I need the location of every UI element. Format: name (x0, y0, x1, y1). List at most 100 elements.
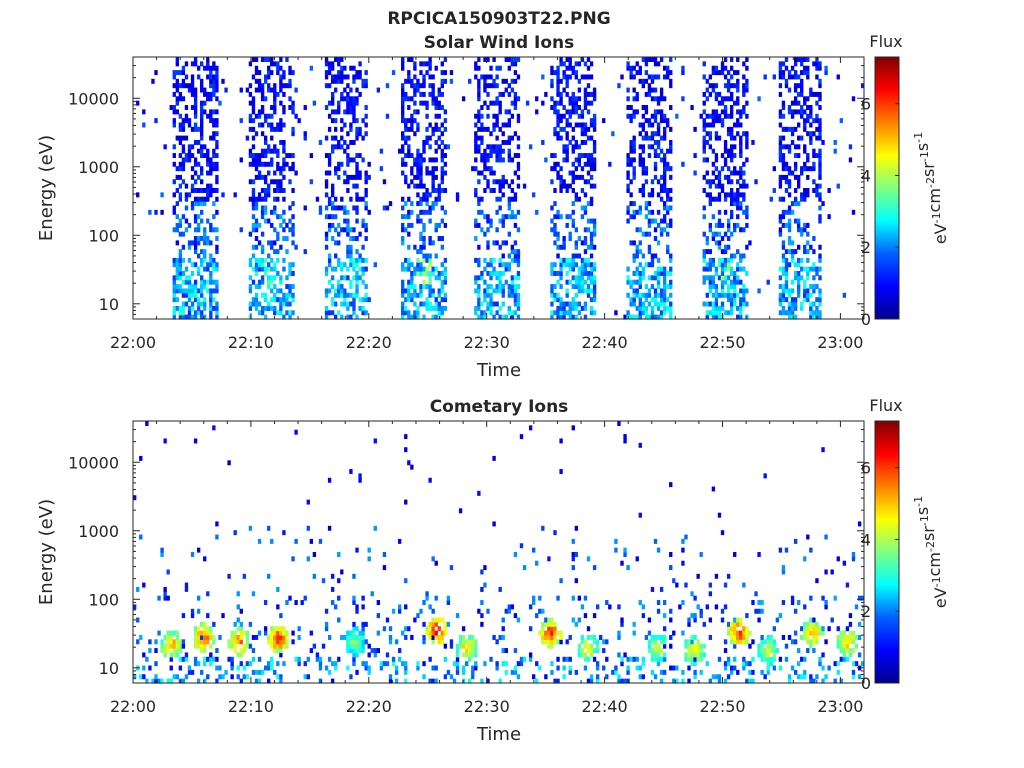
heatmap-cell (553, 634, 557, 640)
heatmap-cell (641, 126, 645, 132)
heatmap-cell (793, 87, 798, 93)
heatmap-cell (440, 310, 444, 316)
heatmap-cell (248, 288, 253, 294)
heatmap-cell (190, 78, 195, 84)
heatmap-cell (273, 626, 277, 632)
heatmap-cell (327, 157, 332, 163)
heatmap-cell (565, 74, 569, 80)
heatmap-cell (571, 65, 575, 71)
heatmap-cell (254, 196, 259, 202)
heatmap-cell (592, 231, 597, 237)
heatmap-cell (504, 122, 508, 128)
heatmap-cell (404, 305, 408, 311)
heatmap-cell (635, 227, 639, 233)
heatmap-cell (565, 214, 569, 220)
heatmap-cell (291, 556, 295, 562)
heatmap-cell (632, 74, 636, 80)
heatmap-cell (848, 613, 853, 619)
heatmap-cell (218, 665, 222, 671)
heatmap-cell (806, 630, 810, 636)
heatmap-cell (474, 131, 478, 137)
heatmap-cell (172, 74, 176, 80)
heatmap-cell (812, 301, 816, 307)
heatmap-cell (327, 634, 332, 640)
heatmap-cell (644, 109, 649, 115)
heatmap-cell (757, 600, 761, 605)
heatmap-cell (809, 630, 813, 636)
heatmap-cell (528, 626, 533, 632)
heatmap-cell (495, 118, 499, 124)
heatmap-cell (425, 626, 429, 632)
heatmap-cell (196, 270, 201, 276)
heatmap-cell (818, 135, 822, 141)
heatmap-cell (580, 270, 585, 276)
heatmap-cell (248, 179, 253, 185)
heatmap-cell (136, 100, 140, 106)
heatmap-cell (193, 61, 198, 67)
heatmap-cell (580, 288, 585, 294)
heatmap-cell (486, 288, 490, 294)
heatmap-cell (562, 144, 566, 150)
heatmap-cell (273, 105, 277, 110)
heatmap-cell (559, 275, 563, 281)
heatmap-cell (260, 279, 265, 285)
heatmap-cell (355, 652, 359, 658)
heatmap-cell (267, 573, 271, 579)
heatmap-cell (800, 113, 804, 119)
heatmap-cell (666, 118, 670, 124)
heatmap-cell (139, 634, 143, 640)
heatmap-cell (632, 297, 636, 303)
heatmap-cell (175, 297, 179, 303)
heatmap-cell (787, 288, 792, 294)
heatmap-cell (656, 656, 661, 662)
heatmap-cell (330, 65, 335, 71)
heatmap-cell (784, 126, 789, 132)
heatmap-cell (714, 222, 719, 228)
heatmap-cell (437, 188, 441, 193)
heatmap-cell (352, 113, 356, 119)
heatmap-cell (842, 648, 847, 654)
heatmap-cell (203, 231, 207, 237)
heatmap-cell (711, 275, 716, 281)
heatmap-cell (468, 634, 472, 640)
heatmap-cell (809, 292, 813, 298)
heatmap-cell (632, 656, 636, 662)
heatmap-cell (416, 257, 420, 263)
heatmap-cell (355, 608, 359, 614)
heatmap-cell (647, 122, 652, 128)
heatmap-cell (742, 87, 746, 93)
heatmap-cell (291, 292, 295, 298)
heatmap-cell (291, 126, 295, 132)
heatmap-cell (309, 179, 314, 185)
heatmap-cell (602, 648, 606, 654)
heatmap-cell (489, 222, 493, 228)
heatmap-cell (413, 266, 417, 272)
heatmap-cell (254, 70, 259, 76)
heatmap-cell (431, 678, 435, 684)
heatmap-cell (242, 674, 246, 680)
heatmap-cell (172, 297, 176, 303)
heatmap-cell (401, 135, 405, 141)
heatmap-cell (212, 153, 216, 159)
heatmap-cell (711, 262, 716, 268)
heatmap-cell (358, 275, 362, 281)
heatmap-cell (815, 192, 819, 198)
heatmap-cell (257, 83, 262, 89)
heatmap-cell (209, 314, 213, 320)
heatmap-cell (717, 222, 722, 228)
heatmap-cell (276, 214, 280, 220)
heatmap-cell (532, 674, 536, 680)
heatmap-cell (556, 174, 560, 180)
heatmap-cell (324, 292, 329, 298)
heatmap-cell (729, 74, 734, 80)
heatmap-cell (736, 314, 740, 320)
heatmap-cell (638, 275, 642, 281)
heatmap-cell (833, 678, 837, 684)
heatmap-cell (638, 301, 642, 307)
heatmap-cell (397, 656, 402, 662)
heatmap-cell (422, 83, 426, 89)
heatmap-cell (437, 275, 441, 281)
heatmap-cell (760, 608, 764, 614)
heatmap-cell (729, 109, 734, 115)
heatmap-cell (407, 231, 411, 237)
